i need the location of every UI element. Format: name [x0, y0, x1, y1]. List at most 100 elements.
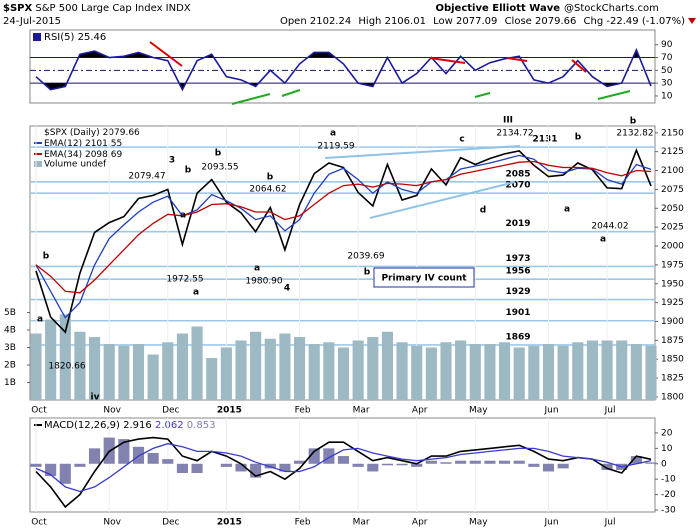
x-tick-label: Mar: [353, 518, 370, 528]
level-label: 2070: [505, 181, 530, 191]
overbought-fill: [78, 49, 640, 58]
bar: [381, 331, 393, 400]
trend-line: [597, 90, 631, 100]
bar: [162, 459, 174, 464]
quote-label: High: [358, 16, 381, 27]
annotation: 1972.55: [166, 275, 203, 285]
pane-marks: 1800 1825 1850 1875 1900 1925 1950 1975 2000 2025…: [4, 116, 684, 416]
legend-name: RSI(5): [44, 32, 75, 43]
y2-tick-label: 3B: [4, 343, 16, 353]
line: [35, 443, 652, 493]
annotation: a: [254, 264, 260, 274]
bar: [206, 358, 218, 400]
y-tick-label: 2075: [661, 185, 684, 195]
x-tick-label: Apr: [412, 518, 428, 528]
rsi-pane: [29, 29, 656, 104]
x-tick-label: Mar: [353, 406, 370, 416]
level-label: 2085: [505, 169, 530, 179]
annotation: b: [215, 149, 222, 159]
x-tick-label: May: [469, 406, 488, 416]
bar: [191, 463, 203, 474]
bar: [367, 337, 379, 400]
x-tick-label: May: [469, 518, 488, 528]
level-label: 1901: [505, 308, 530, 318]
annotation: 3: [169, 156, 175, 166]
bar: [440, 462, 452, 464]
y-tick-label: 2150: [661, 128, 684, 138]
bar: [411, 345, 423, 400]
y-tick-label: 1900: [661, 317, 684, 327]
bar: [337, 456, 350, 464]
quote-value: 2102.24: [310, 16, 351, 27]
symbol: $SPX: [3, 3, 32, 14]
bar: [469, 460, 481, 464]
bar: [103, 344, 115, 400]
line: [35, 47, 652, 92]
quote-value: -22.49 (-1.07%): [606, 16, 685, 27]
bar: [30, 463, 42, 467]
bar: [645, 345, 657, 400]
bar: [308, 344, 320, 400]
legend-swatch: [34, 161, 42, 167]
annotation: 4: [284, 284, 290, 294]
y-tick-label: 2125: [661, 147, 684, 157]
legend-name: MACD(12,26,9): [44, 420, 120, 431]
legend-value: 25.46: [78, 32, 107, 43]
y-tick-label: 1825: [661, 374, 684, 384]
legend-value: 2079.66: [103, 128, 140, 138]
y-tick-label: -30: [661, 505, 676, 515]
legend-name: $SPX (Daily): [44, 128, 100, 138]
annotation: iv: [91, 393, 100, 403]
annotation: 2093.55: [201, 163, 238, 173]
bar: [45, 463, 57, 477]
volume-legend: Volume undef: [44, 160, 107, 170]
bar: [425, 460, 437, 464]
bar: [455, 340, 467, 400]
bar: [367, 463, 379, 472]
annotation: 2134.72: [496, 129, 533, 139]
x-tick-label: Jun: [543, 406, 558, 416]
x-tick-label: Jun: [543, 518, 558, 528]
y-tick-label: 1800: [661, 392, 684, 402]
bar: [645, 462, 657, 464]
bar: [118, 439, 130, 464]
bar: [264, 338, 276, 400]
bar: [308, 448, 320, 464]
trend-lines: [149, 41, 631, 219]
bar: [572, 342, 584, 400]
annotation: 2132.82: [616, 129, 653, 139]
bar: [630, 456, 642, 464]
bar: [323, 448, 335, 464]
x-tick-label: Oct: [31, 518, 47, 528]
y-tick-label: 2000: [661, 242, 684, 252]
bar: [162, 342, 174, 400]
annotation: 2039.69: [347, 252, 384, 262]
bar: [557, 345, 569, 400]
y-tick-label: 20: [661, 428, 673, 438]
bar: [513, 460, 525, 464]
x-tick-label: Jul: [604, 406, 616, 416]
bar: [484, 344, 496, 400]
bar: [147, 354, 159, 400]
y-tick-label: 2025: [661, 223, 684, 233]
annotation: b: [185, 166, 192, 176]
legend-value: 2101.55: [85, 139, 122, 149]
bar: [220, 463, 232, 467]
credit: @StockCharts.com: [564, 3, 659, 14]
line: [35, 154, 652, 319]
x-tick-label: Nov: [103, 406, 121, 416]
trend-line: [231, 93, 271, 105]
bar: [118, 345, 130, 400]
bar: [89, 337, 101, 400]
trend-line: [571, 59, 587, 73]
bar: [499, 342, 511, 400]
annotation: a: [600, 235, 606, 245]
bar: [513, 347, 525, 400]
level-label: 1869: [505, 332, 530, 342]
pane-marks: 10 30 50 70 90: [30, 40, 673, 101]
bar: [250, 331, 262, 400]
y-tick-label: 2050: [661, 204, 684, 214]
x-tick-label: Dec: [162, 406, 179, 416]
y-tick-label: 1950: [661, 279, 684, 289]
y-tick-label: 70: [661, 53, 673, 63]
